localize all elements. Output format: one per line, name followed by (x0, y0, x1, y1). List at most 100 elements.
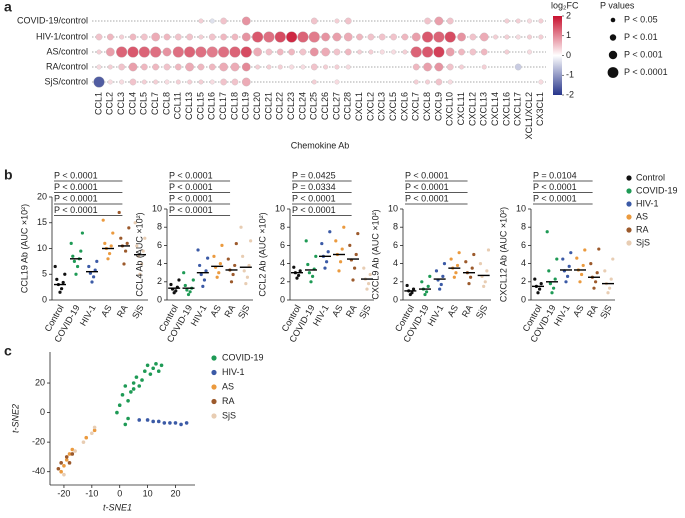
point (464, 260, 468, 264)
column-label: CCL4 (127, 92, 137, 115)
comparison-label: P < 0.0001 (405, 182, 449, 192)
point (103, 241, 107, 245)
dot (515, 18, 521, 24)
dot (255, 64, 261, 70)
dot (164, 79, 170, 85)
point (56, 466, 61, 471)
point (342, 225, 346, 229)
point (138, 272, 142, 276)
dot (334, 79, 340, 85)
point (177, 278, 181, 282)
size-legend-label: P < 0.001 (624, 49, 663, 59)
point (215, 275, 219, 279)
dot (105, 47, 115, 57)
dot (299, 48, 307, 56)
dot (229, 46, 241, 58)
dot (153, 79, 159, 85)
point (328, 230, 332, 234)
y-tick-label: 6 (393, 240, 398, 250)
dot (289, 64, 295, 70)
dot (266, 64, 272, 70)
legend-label: SjS (636, 237, 650, 247)
column-label: CCL20 (252, 92, 262, 120)
legend-label: AS (222, 381, 234, 391)
point (196, 248, 200, 252)
row-label: HIV-1/control (36, 31, 88, 41)
point (173, 421, 178, 425)
legend-label: AS (636, 211, 648, 221)
point (449, 257, 453, 261)
point (206, 256, 210, 260)
point (148, 372, 153, 376)
x-tick-label: AS (445, 303, 460, 318)
y-tick-label: 4 (280, 258, 285, 268)
dot (187, 79, 193, 85)
dot (263, 31, 275, 43)
dot (344, 48, 352, 56)
legend-swatch (211, 355, 217, 361)
dot (174, 63, 182, 71)
point (58, 290, 62, 294)
dot (444, 31, 456, 43)
point (298, 269, 302, 273)
point (127, 226, 131, 230)
column-label: CXCL17 (513, 92, 523, 126)
point (81, 440, 86, 444)
column-label: CXCL14 (490, 92, 500, 126)
point (109, 244, 113, 248)
column-label: CCL7 (150, 92, 160, 115)
point (188, 290, 192, 294)
point (145, 363, 150, 368)
y-tick-label: 8 (393, 222, 398, 232)
point (217, 271, 221, 275)
point (137, 384, 142, 388)
dot (310, 63, 318, 71)
column-label: CXCL9 (433, 92, 443, 121)
dot (197, 63, 205, 71)
size-legend-label: P < 0.0001 (624, 67, 668, 77)
point (137, 418, 142, 422)
point (334, 239, 338, 243)
point (108, 252, 112, 256)
point (351, 278, 355, 282)
point (555, 257, 559, 261)
point (70, 447, 75, 452)
point (325, 260, 329, 264)
point (159, 363, 164, 368)
point (186, 292, 191, 297)
dot (413, 79, 419, 85)
panel-label: a (4, 0, 12, 15)
y-tick-label: 4 (393, 258, 398, 268)
point (295, 276, 299, 280)
row-label: AS/control (46, 46, 88, 56)
point (578, 280, 582, 284)
point (244, 282, 248, 286)
point (567, 264, 571, 268)
x-tick-label: -10 (85, 488, 98, 498)
point (92, 428, 97, 433)
point (592, 286, 596, 290)
point (426, 284, 430, 288)
dot (220, 17, 227, 25)
y-tick-label: 20 (37, 191, 47, 201)
dot (323, 64, 329, 70)
dot (469, 33, 477, 41)
point (595, 271, 599, 275)
point (597, 247, 601, 251)
dot (277, 64, 283, 70)
point (306, 262, 310, 267)
comparison-label: P < 0.0001 (54, 193, 98, 203)
dot (174, 33, 182, 41)
point (93, 268, 97, 272)
column-label: CXCL3 (377, 92, 387, 121)
column-label: CCL16 (207, 92, 217, 120)
point (609, 277, 613, 281)
colorbar-tick-label: -2 (566, 89, 574, 99)
dot (209, 79, 215, 85)
dot (96, 64, 102, 70)
point (428, 274, 432, 278)
dot (288, 48, 295, 56)
dot (219, 62, 228, 72)
point (201, 284, 205, 288)
dot (231, 33, 239, 41)
